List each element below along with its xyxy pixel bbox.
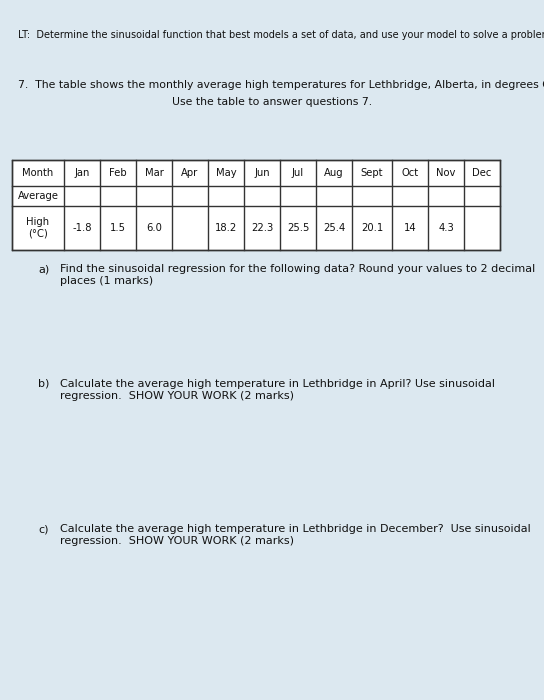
Text: Jan: Jan (75, 168, 90, 178)
Text: Aug: Aug (324, 168, 344, 178)
Text: Jun: Jun (254, 168, 270, 178)
Text: a): a) (38, 264, 50, 274)
Text: Apr: Apr (181, 168, 199, 178)
Text: Find the sinusoidal regression for the following data? Round your values to 2 de: Find the sinusoidal regression for the f… (60, 264, 535, 286)
Text: c): c) (38, 524, 48, 534)
Text: Jul: Jul (292, 168, 304, 178)
Text: Feb: Feb (109, 168, 127, 178)
Bar (12, 160, 500, 250)
Text: Month: Month (22, 168, 54, 178)
Text: Mar: Mar (145, 168, 163, 178)
Text: May: May (215, 168, 236, 178)
Text: Calculate the average high temperature in Lethbridge in December?  Use sinusoida: Calculate the average high temperature i… (60, 524, 531, 545)
Text: -1.8: -1.8 (72, 223, 92, 233)
Text: Average: Average (17, 191, 59, 201)
Text: Calculate the average high temperature in Lethbridge in April? Use sinusoidal
re: Calculate the average high temperature i… (60, 379, 495, 400)
Text: 4.3: 4.3 (438, 223, 454, 233)
Text: Oct: Oct (401, 168, 418, 178)
Text: Nov: Nov (436, 168, 456, 178)
Text: 22.3: 22.3 (251, 223, 273, 233)
Text: 25.5: 25.5 (287, 223, 309, 233)
Text: Use the table to answer questions 7.: Use the table to answer questions 7. (172, 97, 372, 107)
Text: 7.  The table shows the monthly average high temperatures for Lethbridge, Albert: 7. The table shows the monthly average h… (18, 80, 544, 90)
Text: LT:  Determine the sinusoidal function that best models a set of data, and use y: LT: Determine the sinusoidal function th… (18, 30, 544, 40)
Text: 25.4: 25.4 (323, 223, 345, 233)
Text: Sept: Sept (361, 168, 384, 178)
Text: 1.5: 1.5 (110, 223, 126, 233)
Text: 14: 14 (404, 223, 416, 233)
Text: 6.0: 6.0 (146, 223, 162, 233)
Text: b): b) (38, 379, 50, 389)
Text: High
(°C): High (°C) (27, 217, 50, 239)
Text: Dec: Dec (472, 168, 492, 178)
Text: 20.1: 20.1 (361, 223, 383, 233)
Text: 18.2: 18.2 (215, 223, 237, 233)
